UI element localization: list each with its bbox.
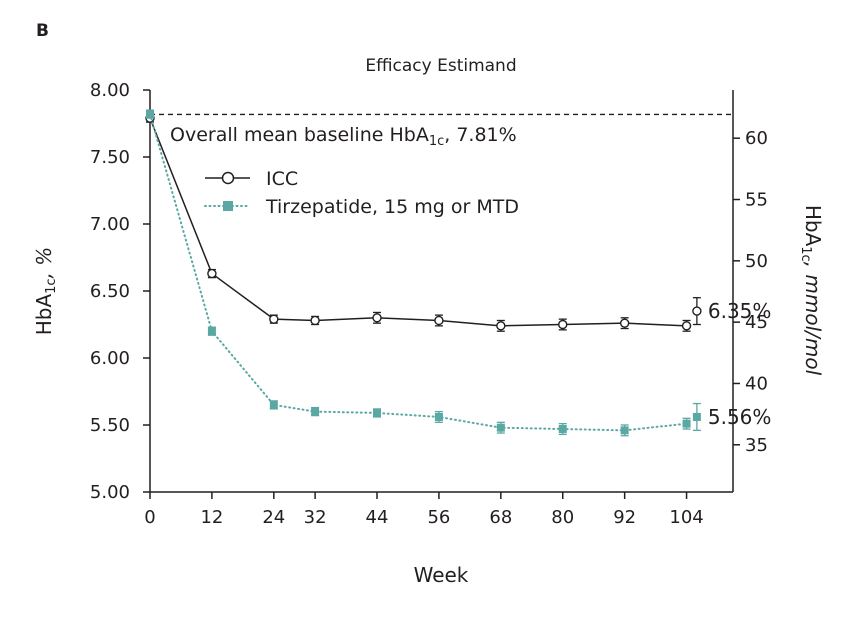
tirzepatide-data-point (496, 423, 505, 432)
icc-data-point (310, 315, 320, 326)
legend-tirzepatide-marker-icon (223, 201, 233, 211)
tirzepatide-data-point (146, 110, 154, 119)
tirzepatide-data-point (207, 327, 216, 336)
y2-tick-label: 50 (745, 251, 768, 272)
y-tick-label: 8.00 (90, 80, 130, 101)
y-axis-label: HbA1c, % (32, 247, 59, 336)
tirzepatide-data-point (558, 425, 567, 434)
x-tick-label: 104 (669, 507, 703, 528)
x-tick-label: 32 (304, 507, 327, 528)
y-tick-label: 7.50 (90, 147, 130, 168)
icc-data-point (434, 315, 444, 326)
x-tick-label: 44 (366, 507, 389, 528)
x-tick-label: 0 (144, 507, 155, 528)
y2-tick-label: 45 (745, 312, 768, 333)
y-tick-label: 5.50 (90, 415, 130, 436)
panel-label: B (36, 21, 49, 41)
y-tick-label: 7.00 (90, 214, 130, 235)
tirzepatide-data-point (620, 426, 629, 435)
icc-data-point (207, 268, 217, 279)
y-tick-label: 6.00 (90, 348, 130, 369)
legend-tirzepatide-label: Tirzepatide, 15 mg or MTD (265, 196, 519, 218)
tirzepatide-data-point (311, 407, 320, 416)
chart-title: Efficacy Estimand (365, 56, 516, 76)
legend-item-tirzepatide: Tirzepatide, 15 mg or MTD (204, 196, 519, 218)
icc-data-point (496, 321, 506, 331)
icc-data-point (681, 321, 692, 331)
legend: ICC Tirzepatide, 15 mg or MTD (204, 168, 519, 218)
y2-tick-label: 35 (745, 435, 768, 456)
x-tick-label: 92 (613, 507, 636, 528)
y-tick-label: 6.50 (90, 281, 130, 302)
x-tick-label: 24 (262, 507, 285, 528)
x-tick-label: 12 (200, 507, 223, 528)
tirzepatide-endpoint-label: 5.56% (708, 405, 772, 429)
y2-tick-label: 60 (745, 128, 768, 149)
icc-series-line (149, 117, 687, 327)
icc-endpoint-label: 6.35% (708, 299, 772, 323)
icc-data-point (269, 314, 279, 324)
tirzepatide-endpoint-marker (692, 412, 701, 421)
baseline-annotation: Overall mean baseline HbA1c, 7.81% (170, 124, 517, 149)
icc-data-point (372, 313, 382, 323)
tirzepatide-series-line (149, 113, 688, 432)
tirzepatide-data-point (373, 408, 382, 417)
y2-tick-label: 55 (745, 190, 768, 211)
tirzepatide-data-point (434, 412, 443, 421)
icc-data-point (558, 319, 568, 330)
x-axis-label: Week (414, 563, 469, 587)
legend-item-icc: ICC (205, 168, 298, 190)
tirzepatide-data-point (269, 400, 278, 409)
tirzepatide-data-point (682, 419, 691, 428)
legend-icc-marker-icon (221, 171, 235, 185)
y2-tick-label: 40 (745, 373, 768, 394)
x-tick-label: 68 (489, 507, 512, 528)
y2-axis-label: HbA1c, mmol/mol (798, 205, 825, 376)
legend-icc-label: ICC (266, 168, 298, 190)
x-tick-label: 56 (427, 507, 450, 528)
x-tick-label: 80 (551, 507, 574, 528)
icc-data-point (619, 318, 630, 328)
y-tick-label: 5.00 (90, 482, 130, 503)
icc-endpoint-marker (692, 306, 702, 316)
